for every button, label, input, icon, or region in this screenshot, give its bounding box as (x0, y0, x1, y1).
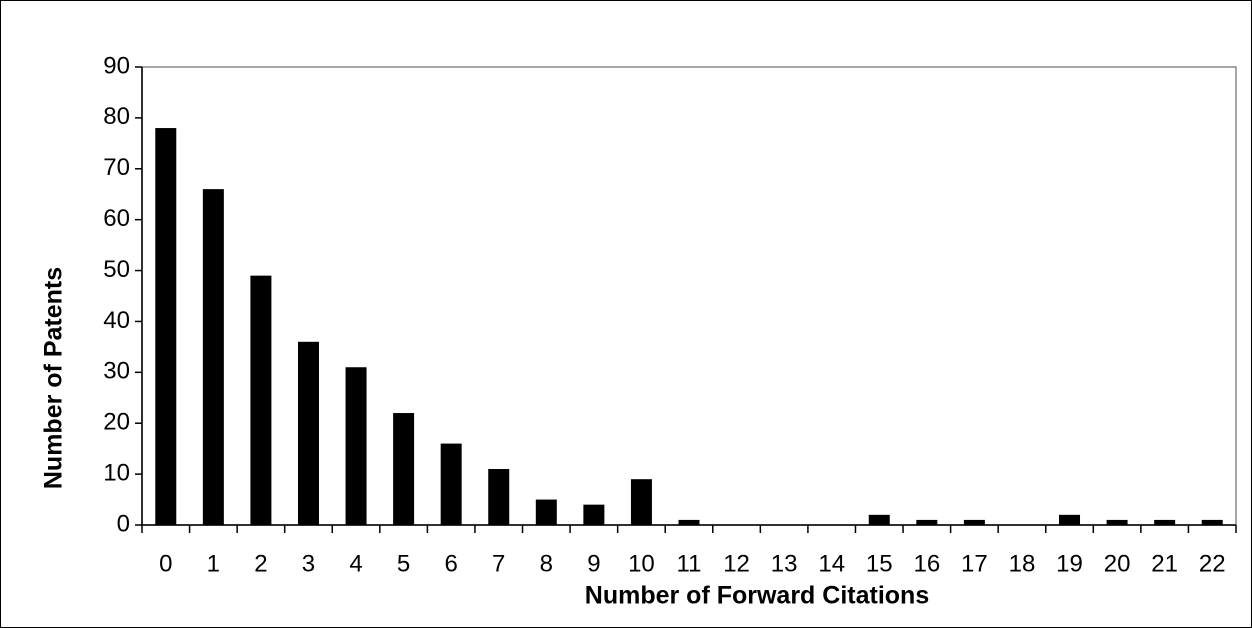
y-tick-label: 0 (117, 510, 130, 537)
bar (1106, 519, 1128, 525)
x-tick-label: 10 (628, 550, 655, 577)
bar (678, 519, 700, 525)
x-tick-label: 17 (961, 550, 988, 577)
x-tick-label: 6 (444, 550, 457, 577)
x-tick-label: 8 (540, 550, 553, 577)
x-tick-label: 11 (677, 550, 702, 577)
bar (488, 469, 510, 525)
bar (155, 128, 177, 526)
bar (1201, 519, 1223, 525)
x-tick-label: 22 (1199, 550, 1226, 577)
y-tick-label: 40 (103, 307, 130, 334)
y-tick-label: 10 (103, 459, 130, 486)
bar (583, 504, 605, 525)
bar (250, 275, 272, 525)
bar (630, 479, 652, 525)
bar (535, 499, 557, 525)
x-tick-label: 13 (771, 550, 798, 577)
x-tick-label: 1 (207, 550, 220, 577)
y-tick-label: 30 (103, 358, 130, 385)
bar (297, 341, 319, 525)
x-tick-label: 3 (302, 550, 315, 577)
x-tick-label: 16 (913, 550, 940, 577)
bar (345, 367, 367, 525)
y-tick-label: 90 (103, 52, 130, 79)
y-tick-label: 80 (103, 103, 130, 130)
x-tick-label: 5 (397, 550, 410, 577)
x-tick-label: 2 (254, 550, 267, 577)
bar (963, 519, 985, 525)
x-tick-label: 21 (1151, 550, 1178, 577)
x-tick-label: 19 (1056, 550, 1083, 577)
y-tick-label: 20 (103, 409, 130, 436)
bar (393, 413, 415, 525)
bar (916, 519, 938, 525)
x-tick-label: 9 (587, 550, 600, 577)
x-tick-label: 7 (492, 550, 505, 577)
y-tick-label: 60 (103, 205, 130, 232)
x-tick-label: 12 (723, 550, 750, 577)
x-axis-title: Number of Forward Citations (585, 582, 929, 610)
x-tick-label: 4 (349, 550, 362, 577)
bar (202, 189, 224, 525)
bar (1154, 519, 1176, 525)
bar (868, 514, 890, 525)
y-axis-title: Number of Patents (40, 267, 68, 489)
x-tick-label: 18 (1009, 550, 1036, 577)
bar (1059, 514, 1081, 525)
bar (440, 443, 462, 525)
x-tick-label: 14 (818, 550, 845, 577)
y-tick-label: 50 (103, 256, 130, 283)
x-tick-label: 20 (1104, 550, 1131, 577)
y-tick-label: 70 (103, 154, 130, 181)
x-tick-label: 15 (866, 550, 893, 577)
x-tick-label: 0 (159, 550, 172, 577)
